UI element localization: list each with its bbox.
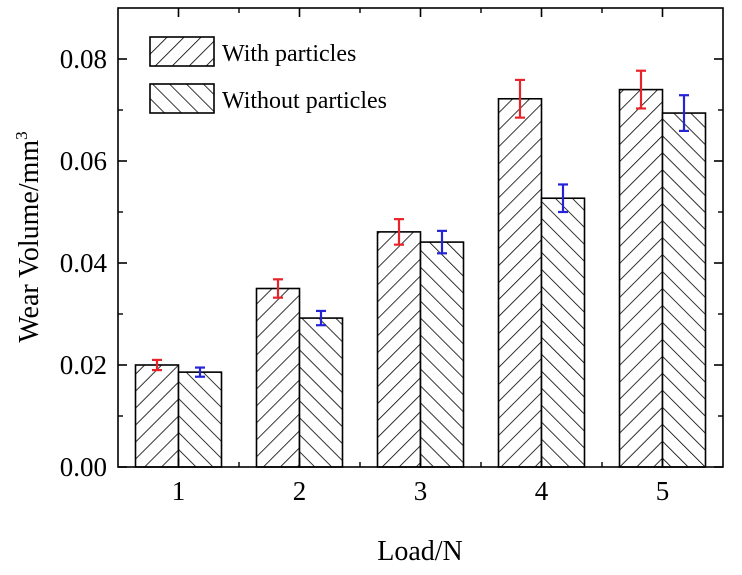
y-axis-ticks: 0.00 0.02 0.04 0.06 0.08	[60, 44, 723, 482]
x-axis-title: Load/N	[377, 536, 463, 567]
x-tick-label: 5	[656, 476, 670, 506]
x-tick-label: 4	[535, 476, 549, 506]
y-tick-label: 0.02	[60, 350, 107, 380]
x-tick-label: 1	[172, 476, 186, 506]
legend-swatch-without-particles	[149, 83, 215, 114]
error-bar-with-particles-3	[394, 218, 404, 246]
x-axis-ticks: 1 2 3 4 5	[172, 8, 670, 506]
legend: With particles Without particles	[149, 36, 387, 114]
error-bar-with-particles-5	[636, 69, 646, 110]
bar-with-particles-3	[376, 231, 422, 468]
y-axis-title-superscript: 3	[12, 131, 31, 140]
error-bar-with-particles-4	[515, 78, 525, 119]
bar-without-particles-5	[661, 112, 707, 468]
y-tick-label: 0.08	[60, 44, 107, 74]
bar-without-particles-3	[419, 241, 465, 468]
x-tick-label: 2	[293, 476, 307, 506]
bar-with-particles-2	[255, 287, 301, 468]
error-bar-with-particles-2	[273, 278, 283, 299]
y-tick-label: 0.04	[60, 248, 108, 278]
bars-layer	[134, 88, 707, 468]
error-bar-without-particles-5	[679, 94, 689, 133]
x-tick-label: 3	[414, 476, 428, 506]
error-bar-with-particles-1	[152, 358, 162, 372]
legend-label-with-particles: With particles	[222, 41, 356, 67]
bar-with-particles-4	[497, 97, 543, 468]
bar-without-particles-2	[298, 317, 344, 468]
bar-with-particles-1	[134, 364, 180, 468]
bar-with-particles-5	[618, 88, 664, 468]
y-axis-title-text: Wear Volume/mm	[14, 140, 45, 343]
y-axis-title: Wear Volume/mm3	[12, 131, 45, 342]
error-bar-without-particles-3	[437, 229, 447, 255]
error-bars-layer	[152, 69, 689, 378]
error-bar-without-particles-4	[558, 183, 568, 214]
error-bar-without-particles-2	[316, 309, 326, 327]
legend-label-without-particles: Without particles	[222, 88, 387, 114]
y-tick-label: 0.00	[60, 452, 107, 482]
error-bar-without-particles-1	[195, 366, 205, 378]
legend-swatch-with-particles	[149, 36, 215, 67]
bar-without-particles-1	[177, 371, 223, 468]
bar-without-particles-4	[540, 197, 586, 468]
y-tick-label: 0.06	[60, 146, 107, 176]
